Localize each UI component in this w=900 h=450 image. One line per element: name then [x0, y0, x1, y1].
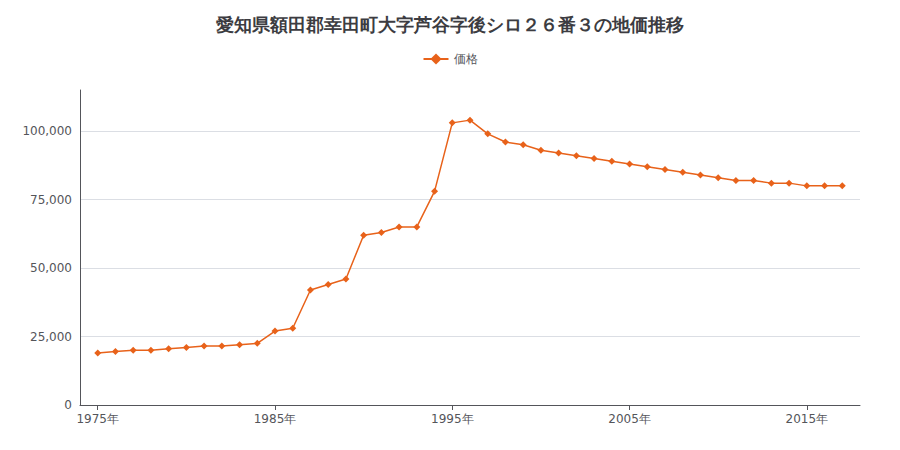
svg-text:1995年: 1995年 [431, 412, 474, 426]
svg-text:1975年: 1975年 [76, 412, 119, 426]
svg-text:75,000: 75,000 [30, 193, 72, 207]
svg-text:価格: 価格 [454, 52, 478, 66]
svg-text:2005年: 2005年 [608, 412, 651, 426]
svg-text:0: 0 [64, 398, 72, 412]
svg-text:2015年: 2015年 [786, 412, 829, 426]
svg-text:25,000: 25,000 [30, 330, 72, 344]
svg-text:愛知県額田郡幸田町大字芦谷字後シロ２６番３の地価推移: 愛知県額田郡幸田町大字芦谷字後シロ２６番３の地価推移 [216, 14, 684, 35]
svg-text:1985年: 1985年 [254, 412, 297, 426]
svg-text:100,000: 100,000 [22, 124, 72, 138]
svg-text:50,000: 50,000 [30, 261, 72, 275]
